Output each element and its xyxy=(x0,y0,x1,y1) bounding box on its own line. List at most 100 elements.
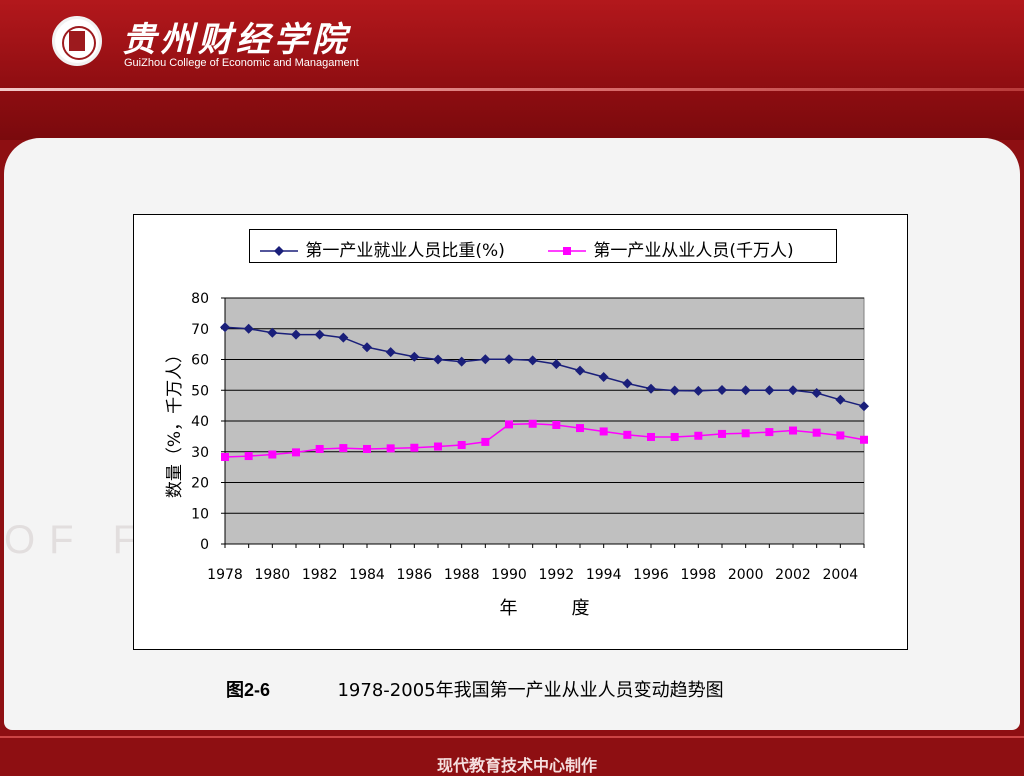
data-point-share xyxy=(504,354,514,365)
legend-item-share: 第一产业就业人员比重(%) xyxy=(258,236,505,261)
x-tick-label: 1980 xyxy=(255,567,291,583)
y-tick-label: 60 xyxy=(191,353,209,369)
data-point-workers xyxy=(552,420,561,429)
data-point-share xyxy=(409,351,420,362)
data-point-workers xyxy=(836,431,845,440)
x-tick-label: 1994 xyxy=(586,567,622,583)
data-point-share xyxy=(527,355,538,366)
data-point-workers xyxy=(670,432,679,441)
data-point-share xyxy=(788,385,798,396)
y-tick-label: 50 xyxy=(191,383,209,399)
data-point-share xyxy=(764,385,775,396)
x-tick-label: 2002 xyxy=(775,567,811,583)
footer-divider xyxy=(0,736,1024,738)
data-point-workers xyxy=(789,426,797,435)
y-tick-label: 80 xyxy=(191,291,209,307)
legend-square-icon xyxy=(548,247,586,255)
data-point-share xyxy=(338,332,349,343)
data-point-workers xyxy=(339,444,348,453)
data-point-share xyxy=(385,347,396,358)
chart-legend: 第一产业就业人员比重(%) 第一产业从业人员(千万人) xyxy=(249,229,837,263)
data-point-share xyxy=(740,385,751,396)
data-point-workers xyxy=(457,440,466,449)
x-tick-label: 1984 xyxy=(349,567,385,583)
y-tick-label: 40 xyxy=(191,414,209,430)
data-point-share xyxy=(598,372,609,383)
y-axis-label: 数量（%，千万人） xyxy=(165,346,185,498)
data-point-workers xyxy=(434,442,442,451)
x-tick-label: 1998 xyxy=(681,567,717,583)
data-point-share xyxy=(622,378,633,389)
y-tick-label: 10 xyxy=(191,506,209,522)
data-point-workers xyxy=(528,419,537,428)
data-point-workers xyxy=(812,428,821,437)
data-point-share xyxy=(717,384,727,395)
data-point-share xyxy=(835,394,846,405)
data-point-share xyxy=(291,329,301,340)
x-axis-label: 年 度 xyxy=(500,598,590,619)
header-banner: 贵州财经学院 GuiZhou College of Economic and M… xyxy=(0,0,1024,140)
x-tick-label: 1988 xyxy=(444,567,480,583)
x-tick-label: 1992 xyxy=(539,567,575,583)
legend-label-share: 第一产业就业人员比重(%) xyxy=(305,241,505,261)
data-point-workers xyxy=(576,424,584,433)
figure-title: 1978-2005年我国第一产业从业人员变动趋势图 xyxy=(337,680,724,701)
data-point-workers xyxy=(244,452,253,461)
data-point-workers xyxy=(599,427,608,436)
header-divider xyxy=(0,88,1024,91)
data-point-share xyxy=(433,354,443,365)
data-point-workers xyxy=(315,444,324,453)
data-point-workers xyxy=(647,432,655,441)
data-point-workers xyxy=(765,428,774,437)
data-point-share xyxy=(646,383,656,394)
college-name-en: GuiZhou College of Economic and Managame… xyxy=(124,57,359,69)
y-tick-label: 70 xyxy=(191,322,209,338)
x-tick-label: 1978 xyxy=(207,567,243,583)
data-point-workers xyxy=(363,444,371,453)
data-point-workers xyxy=(410,443,419,452)
x-tick-label: 2000 xyxy=(728,567,764,583)
data-point-share xyxy=(669,385,680,396)
data-point-workers xyxy=(292,448,300,457)
x-tick-label: 1986 xyxy=(397,567,433,583)
data-point-share xyxy=(693,385,704,396)
y-tick-label: 20 xyxy=(191,476,209,492)
data-point-workers xyxy=(741,429,750,438)
college-name-cn: 贵州财经学院 xyxy=(122,20,350,60)
x-tick-label: 1990 xyxy=(491,567,527,583)
data-point-workers xyxy=(386,444,395,453)
y-tick-label: 30 xyxy=(191,445,209,461)
data-point-share xyxy=(267,327,278,338)
series-line-2 xyxy=(224,423,865,458)
data-point-share xyxy=(575,365,585,376)
data-point-workers xyxy=(860,435,868,444)
data-point-workers xyxy=(505,420,513,429)
data-point-share xyxy=(480,354,491,365)
data-point-workers xyxy=(718,429,726,438)
legend-diamond-icon xyxy=(260,246,298,256)
data-point-workers xyxy=(268,450,277,459)
data-point-share xyxy=(811,388,822,399)
data-point-share xyxy=(859,401,869,412)
figure-caption: 图2-6 1978-2005年我国第一产业从业人员变动趋势图 xyxy=(226,676,724,702)
data-point-share xyxy=(551,359,562,370)
data-point-share xyxy=(243,323,254,334)
legend-label-workers: 第一产业从业人员(千万人) xyxy=(593,241,794,261)
x-tick-label: 1996 xyxy=(633,567,669,583)
data-point-workers xyxy=(481,437,490,446)
data-point-share xyxy=(456,356,467,367)
x-tick-label: 1982 xyxy=(302,567,338,583)
x-tick-label: 2004 xyxy=(823,567,859,583)
footer-credit: 现代教育技术中心制作 xyxy=(437,756,598,775)
college-seal-icon xyxy=(52,16,102,66)
data-point-share xyxy=(314,329,325,340)
figure-number: 图2-6 xyxy=(226,680,271,700)
data-point-workers xyxy=(694,431,703,440)
series-line-1 xyxy=(224,326,865,407)
data-point-workers xyxy=(221,452,229,461)
legend-item-workers: 第一产业从业人员(千万人) xyxy=(546,236,794,261)
data-point-workers xyxy=(623,430,632,439)
y-tick-label: 0 xyxy=(200,537,209,553)
data-point-share xyxy=(220,322,230,333)
